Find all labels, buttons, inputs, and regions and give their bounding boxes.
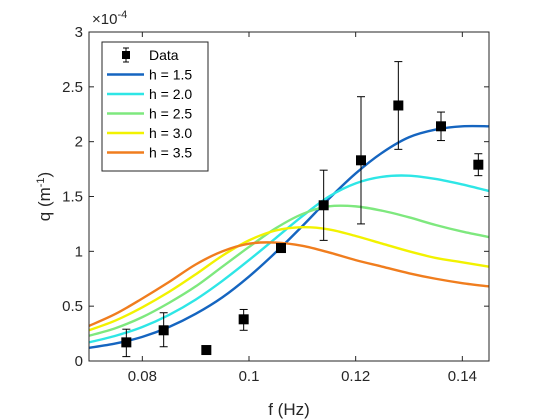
y-ticks: 0 0.5 1 1.5 2 2.5 3 (62, 24, 489, 370)
data-point-9 (473, 159, 484, 170)
data-point-1 (158, 325, 169, 336)
data-point-4 (276, 243, 286, 254)
y-axis-label-superscript: -1 (35, 177, 47, 187)
y-tick-label-1: 0.5 (62, 298, 83, 315)
data-point-2 (201, 345, 212, 356)
legend-label-5: h = 3.5 (149, 145, 192, 161)
y-axis-exponent-power: -4 (117, 9, 127, 21)
legend-box (101, 41, 209, 172)
data-point-8 (436, 121, 446, 132)
legend-label-0: Data (149, 47, 179, 63)
x-tick-label-0: 0.08 (128, 368, 157, 385)
y-tick-label-3: 1.5 (62, 189, 83, 206)
series-line-4 (88, 241, 490, 328)
data-point-6 (356, 155, 366, 166)
x-tick-label-3: 0.14 (448, 368, 477, 385)
legend: Data h = 1.5 h = 2.0 h = 2.5 h = 3.0 h = 3.5 (101, 41, 209, 172)
series-line-2 (88, 204, 490, 337)
y-tick-label-4: 2 (75, 134, 83, 151)
legend-label-2: h = 2.0 (149, 86, 192, 102)
legend-marker-data (122, 51, 130, 59)
y-axis-exponent: ×10-4 (92, 9, 127, 28)
data-point-3 (238, 314, 249, 325)
data-markers (121, 100, 484, 356)
series-line-0 (88, 124, 490, 350)
y-axis-label-suffix: ) (35, 172, 54, 178)
y-axis-label-main: q (m (35, 187, 54, 221)
x-tick-label-1: 0.1 (239, 368, 260, 385)
legend-label-1: h = 1.5 (149, 67, 192, 83)
data-point-7 (393, 100, 404, 111)
series-line-3 (88, 225, 490, 332)
x-axis-label: f (Hz) (268, 400, 310, 419)
data-point-0 (121, 337, 132, 348)
series-curves (88, 124, 490, 350)
y-tick-label-6: 3 (75, 24, 83, 41)
y-axis-exponent-base: ×10 (92, 11, 117, 28)
y-tick-label-0: 0 (75, 353, 83, 370)
legend-label-4: h = 3.0 (149, 125, 192, 141)
data-point-5 (318, 200, 329, 211)
y-tick-label-2: 1 (75, 243, 83, 260)
y-tick-label-5: 2.5 (62, 79, 83, 96)
x-tick-label-2: 0.12 (341, 368, 370, 385)
y-axis-label: q (m-1) (35, 172, 54, 221)
legend-label-3: h = 2.5 (149, 106, 192, 122)
x-ticks: 0.08 0.1 0.12 0.14 (128, 32, 477, 385)
